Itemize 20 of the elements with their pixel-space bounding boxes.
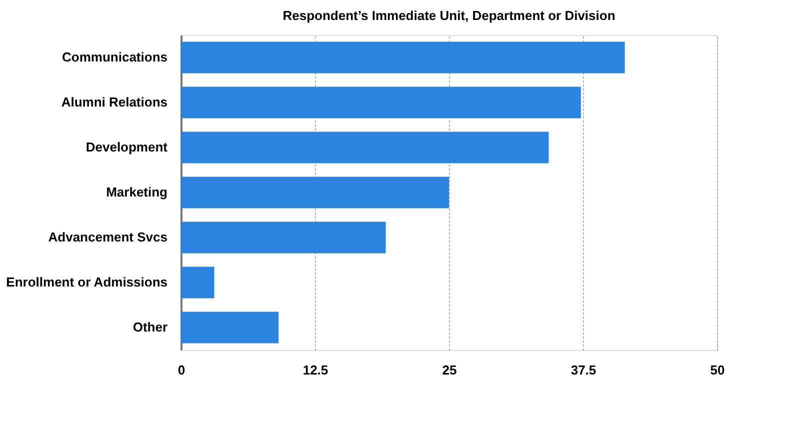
x-tick-label: 25 (442, 362, 457, 378)
chart-title: Respondent’s Immediate Unit, Department or Division (282, 8, 616, 23)
bar (181, 42, 625, 74)
y-tick-label: Development (86, 140, 168, 154)
x-tick-label: 12.5 (302, 362, 328, 378)
y-tick-label: Marketing (106, 184, 168, 200)
bar (181, 176, 449, 208)
x-tick-label: 50 (710, 362, 725, 378)
y-tick-label: Alumni Relations (61, 94, 168, 110)
bar (181, 222, 386, 254)
y-tick-label: Advancement Svcs (48, 230, 168, 244)
y-tick-label: Enrollment or Admissions (6, 274, 168, 290)
bar (181, 132, 549, 164)
bar (181, 266, 214, 298)
bar (181, 312, 279, 344)
x-tick-label: 37.5 (570, 362, 596, 378)
y-tick-label: Other (132, 320, 168, 334)
bar (181, 86, 581, 118)
x-tick-label: 0 (178, 362, 186, 378)
y-tick-label: Communications (62, 50, 168, 64)
